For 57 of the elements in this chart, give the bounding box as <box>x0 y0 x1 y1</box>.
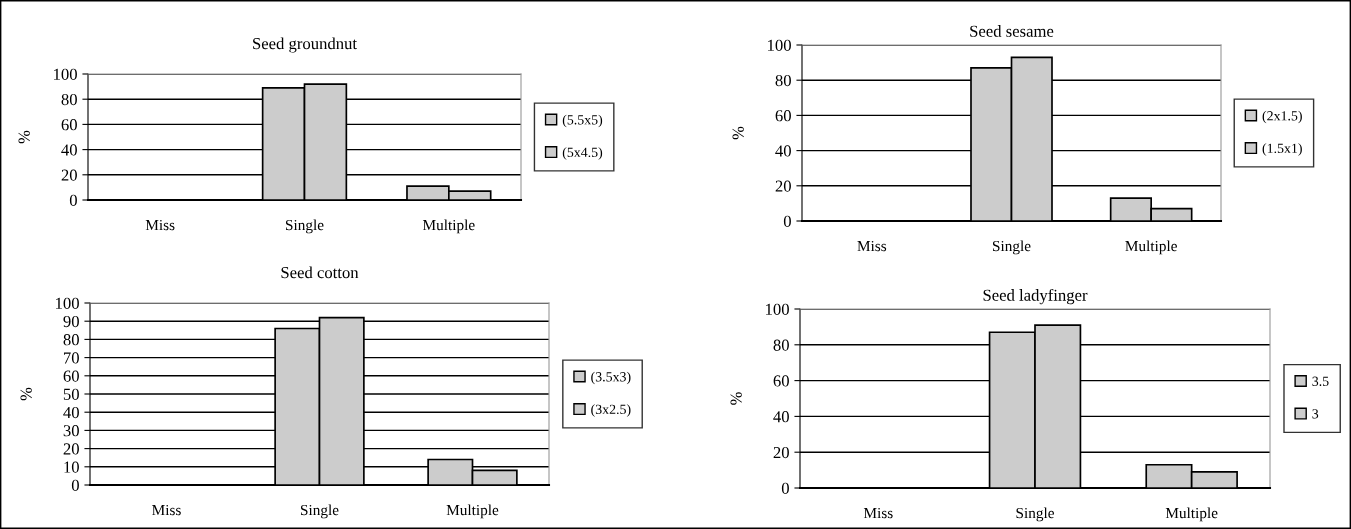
chart-title: Seed ladyfinger <box>983 288 1088 305</box>
chart-title: Seed cotton <box>281 266 359 279</box>
y-tick-label: 70 <box>64 352 79 364</box>
x-tick-label: Miss <box>152 504 181 516</box>
y-tick-label: 20 <box>63 443 79 455</box>
legend-label: 3.5 <box>1312 376 1329 387</box>
x-tick-label: Miss <box>145 219 175 231</box>
y-tick-label: 60 <box>773 375 789 387</box>
y-tick-label: 0 <box>781 482 789 494</box>
legend-label: (1.5x1) <box>1262 143 1302 156</box>
y-axis-title: % <box>18 130 30 144</box>
y-tick-label: 0 <box>69 194 77 206</box>
x-tick-label: Single <box>1016 507 1054 522</box>
y-axis-title: % <box>730 392 742 405</box>
y-tick-label: 60 <box>61 119 77 131</box>
y-tick-label: 0 <box>71 479 79 491</box>
legend-label: (2x1.5) <box>1262 110 1302 124</box>
y-tick-label: 90 <box>63 315 79 328</box>
y-tick-label: 80 <box>775 74 791 87</box>
chart-title: Seed groundnut <box>253 37 357 53</box>
y-axis-title: % <box>20 387 32 401</box>
y-tick-label: 80 <box>773 339 789 351</box>
legend-label: (5x4.5) <box>562 147 603 160</box>
y-tick-label: 60 <box>775 110 791 122</box>
x-tick-label: Single <box>286 219 324 234</box>
y-tick-label: 100 <box>54 68 77 80</box>
x-tick-label: Miss <box>863 507 893 519</box>
x-tick-label: Multiple <box>1125 240 1177 255</box>
legend-label: (5.5x5) <box>562 114 603 128</box>
y-tick-label: 100 <box>56 297 79 309</box>
y-tick-label: 40 <box>773 411 789 423</box>
x-tick-label: Miss <box>857 240 887 252</box>
y-tick-label: 20 <box>775 180 791 192</box>
y-tick-label: 100 <box>768 39 791 51</box>
legend-label: (3x2.5) <box>591 404 631 417</box>
y-tick-label: 80 <box>63 334 79 346</box>
x-tick-label: Multiple <box>422 219 475 234</box>
y-tick-label: 10 <box>64 461 79 473</box>
y-tick-label: 20 <box>61 169 77 181</box>
y-tick-label: 40 <box>63 406 79 419</box>
x-tick-label: Single <box>993 240 1031 255</box>
y-tick-label: 0 <box>783 215 791 227</box>
legend-label: (3.5x3) <box>591 371 631 385</box>
chart-title: Seed sesame <box>970 25 1054 37</box>
y-tick-label: 40 <box>775 145 791 157</box>
y-tick-label: 80 <box>61 93 77 106</box>
x-tick-label: Multiple <box>1165 507 1218 522</box>
y-tick-label: 60 <box>63 370 79 382</box>
legend-label: 3 <box>1312 409 1319 419</box>
y-tick-label: 40 <box>61 144 77 156</box>
y-tick-label: 50 <box>63 388 79 400</box>
x-tick-label: Single <box>301 504 339 519</box>
y-tick-label: 30 <box>63 425 79 437</box>
y-tick-label: 100 <box>766 303 789 315</box>
y-tick-label: 20 <box>773 446 789 459</box>
y-axis-title: % <box>732 126 744 140</box>
x-tick-label: Multiple <box>446 504 499 519</box>
